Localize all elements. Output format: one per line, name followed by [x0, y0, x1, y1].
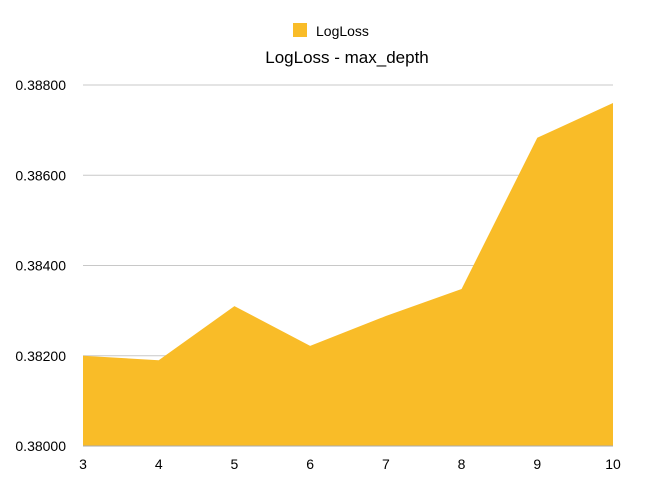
- y-tick-label: 0.38800: [15, 77, 66, 93]
- x-tick-label: 5: [231, 456, 239, 472]
- x-tick-label: 6: [306, 456, 314, 472]
- legend-swatch-logloss: [293, 23, 307, 37]
- x-tick-label: 3: [79, 456, 87, 472]
- y-tick-labels: 0.38000 0.38200 0.38400 0.38600 0.38800: [15, 77, 66, 454]
- x-tick-label: 8: [458, 456, 466, 472]
- x-tick-label: 9: [533, 456, 541, 472]
- x-tick-label: 7: [382, 456, 390, 472]
- chart-title: LogLoss - max_depth: [265, 48, 429, 67]
- legend: LogLoss: [293, 23, 369, 39]
- legend-label-logloss: LogLoss: [316, 23, 369, 39]
- series-area-logloss: [83, 103, 613, 447]
- x-tick-label: 10: [605, 456, 621, 472]
- y-tick-label: 0.38400: [15, 258, 66, 274]
- x-tick-labels: 3 4 5 6 7 8 9 10: [79, 456, 621, 472]
- y-tick-label: 0.38000: [15, 438, 66, 454]
- y-tick-label: 0.38600: [15, 167, 66, 183]
- y-tick-label: 0.38200: [15, 348, 66, 364]
- x-tick-label: 4: [155, 456, 163, 472]
